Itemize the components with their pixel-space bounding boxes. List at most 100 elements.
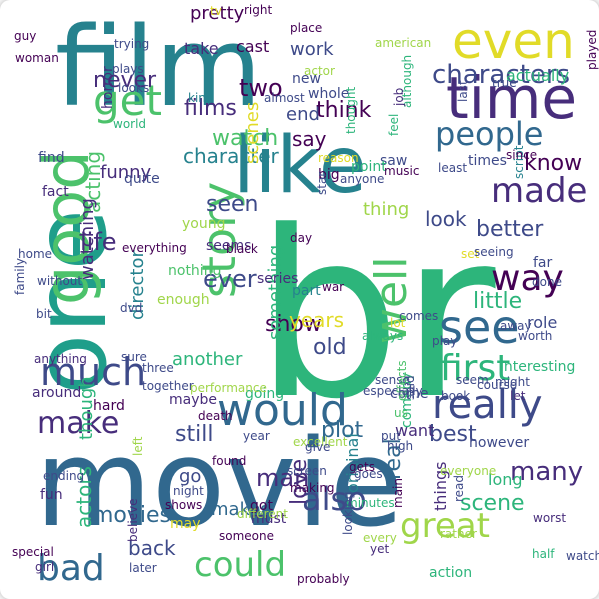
word: fact	[42, 184, 69, 200]
word: whole	[308, 86, 349, 102]
word: things	[431, 462, 450, 512]
word: role	[527, 313, 557, 332]
word: done	[532, 275, 562, 289]
word: played	[585, 30, 599, 70]
word: thing	[363, 199, 409, 220]
word: movie	[35, 415, 404, 554]
word: death	[198, 409, 233, 423]
word: seen	[206, 192, 258, 217]
word: said	[403, 375, 417, 400]
word: comedy	[399, 372, 415, 428]
word: little	[473, 289, 522, 314]
word: script	[512, 145, 526, 179]
word: say	[292, 127, 327, 151]
word: got	[250, 498, 273, 514]
word: believe	[126, 498, 140, 542]
word: well	[366, 256, 417, 344]
word: actor	[304, 64, 335, 78]
word: fun	[40, 487, 63, 503]
word: war	[322, 280, 344, 294]
word: course	[477, 378, 517, 392]
word: feel	[387, 114, 401, 136]
word: almost	[264, 91, 305, 105]
word: tv	[210, 4, 222, 18]
word: horror	[100, 66, 116, 109]
word: many	[510, 457, 583, 487]
word: worst	[533, 511, 566, 525]
word: plays	[112, 62, 144, 76]
word: way	[491, 258, 564, 299]
word: rather	[440, 527, 477, 541]
word: like	[233, 121, 367, 211]
word: watch	[212, 126, 278, 151]
word: hard	[93, 398, 125, 414]
word: always	[362, 329, 403, 343]
word: least	[438, 161, 467, 175]
word: point	[351, 159, 387, 175]
word: right	[244, 3, 272, 17]
word: nothing	[168, 263, 221, 279]
word: character	[183, 144, 280, 168]
word: saw	[380, 153, 407, 169]
word: since	[506, 148, 537, 162]
word: seem	[456, 373, 489, 387]
word: watched	[566, 549, 599, 563]
word: bit	[36, 307, 52, 321]
word: left	[131, 436, 145, 456]
word: woman	[15, 51, 59, 65]
word: watching	[77, 198, 98, 280]
word: movies	[92, 503, 171, 528]
word: american	[375, 36, 431, 50]
word: scenes	[242, 102, 263, 164]
word: excellent	[293, 435, 348, 449]
word: real	[381, 438, 406, 480]
word: best	[429, 422, 477, 447]
word: day	[290, 231, 312, 245]
word: without	[37, 274, 82, 288]
word: three	[142, 361, 174, 375]
word: dvd	[120, 301, 142, 315]
word: first	[440, 348, 510, 389]
word: true	[492, 76, 517, 90]
word: comes	[399, 309, 438, 323]
word: characters	[432, 60, 570, 90]
word: effects	[395, 360, 409, 401]
word: cast	[236, 37, 269, 56]
word: anything	[34, 352, 87, 366]
word: us	[394, 406, 408, 420]
word: get	[93, 76, 162, 125]
word: makes	[211, 499, 270, 520]
word: book	[441, 389, 470, 403]
word: making	[290, 481, 335, 495]
word: yet	[370, 542, 389, 556]
word: though	[76, 376, 97, 440]
word: going	[245, 386, 284, 402]
word: year	[243, 429, 270, 443]
word: scene	[460, 491, 525, 516]
word: something	[265, 245, 286, 340]
word: part	[292, 283, 321, 299]
word: could	[194, 545, 286, 585]
word: think	[316, 98, 372, 123]
word: later	[129, 561, 157, 575]
word: enough	[157, 292, 210, 308]
word: sense	[375, 373, 410, 387]
word: years	[289, 308, 344, 332]
word: work	[290, 39, 334, 60]
word: show	[265, 312, 322, 337]
word: thought	[344, 87, 358, 134]
word: people	[435, 115, 543, 153]
word: pretty	[190, 3, 245, 24]
word: bad	[37, 548, 105, 589]
word: may	[170, 516, 201, 532]
word: make	[37, 406, 119, 441]
word: around	[32, 385, 81, 401]
word: minutes	[346, 496, 395, 510]
word: seeing	[474, 245, 514, 259]
word: want	[395, 421, 434, 440]
word: sure	[121, 350, 147, 364]
word: job	[392, 88, 406, 107]
word: quite	[124, 171, 160, 187]
word: would	[217, 385, 348, 436]
word: kind	[188, 91, 214, 105]
